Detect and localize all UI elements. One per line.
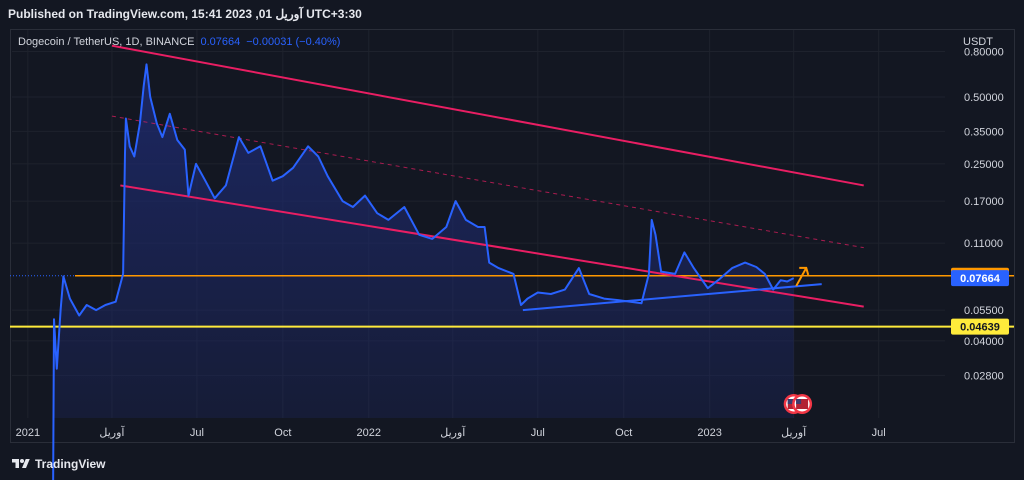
us-flag-canton bbox=[796, 399, 802, 404]
y-tick-label: 0.05500 bbox=[964, 305, 1004, 317]
published-info: Published on TradingView.com, 15:41 2023… bbox=[8, 7, 362, 21]
us-flag-canton bbox=[787, 399, 793, 404]
x-tick-label: Oct bbox=[274, 427, 291, 439]
x-tick-label: Jul bbox=[190, 427, 204, 439]
top-bar: Published on TradingView.com, 15:41 2023… bbox=[0, 0, 1024, 28]
y-tick-label: 0.04000 bbox=[964, 336, 1004, 348]
tradingview-logo-icon bbox=[12, 459, 30, 468]
x-tick-label: 2023 bbox=[697, 427, 721, 439]
x-tick-label: 2022 bbox=[357, 427, 381, 439]
price-label-text: 0.07664 bbox=[960, 273, 1001, 285]
x-tick-label: Jul bbox=[872, 427, 886, 439]
x-tick-label: آوریل bbox=[99, 426, 125, 439]
x-tick-label: Jul bbox=[531, 427, 545, 439]
x-tick-label: آوریل bbox=[781, 426, 807, 439]
arrow-head-icon bbox=[799, 266, 810, 276]
price-area-fill bbox=[53, 64, 794, 480]
us-flag-icon bbox=[796, 399, 809, 409]
y-tick-label: 0.25000 bbox=[964, 159, 1004, 171]
y-tick-label: 0.02800 bbox=[964, 370, 1004, 382]
arrow-up-icon bbox=[795, 267, 808, 287]
price-change: −0.00031 (−0.40%) bbox=[246, 36, 341, 48]
y-tick-label: 0.11000 bbox=[964, 238, 1003, 250]
last-price: 0.07664 bbox=[200, 36, 241, 48]
channel-lower-line bbox=[120, 184, 864, 308]
axis-unit-label: USDT bbox=[963, 36, 993, 48]
chart-legend: Dogecoin / TetherUS, 1D, BINANCE 0.07664−… bbox=[18, 36, 340, 48]
y-tick-label: 0.35000 bbox=[964, 126, 1004, 138]
footer: TradingView bbox=[10, 455, 105, 473]
x-tick-label: 2021 bbox=[16, 427, 40, 439]
x-tick-label: Oct bbox=[615, 427, 632, 439]
channel-upper-line bbox=[111, 44, 864, 187]
price-line bbox=[52, 63, 795, 480]
price-label-box bbox=[951, 270, 1009, 287]
brand-name: TradingView bbox=[35, 457, 106, 471]
price-label-text: 0.04639 bbox=[960, 322, 1000, 334]
y-tick-label: 0.50000 bbox=[964, 92, 1004, 104]
y-tick-label: 0.80000 bbox=[964, 47, 1004, 59]
y-tick-label: 0.17000 bbox=[964, 196, 1004, 208]
symbol-label[interactable]: Dogecoin / TetherUS, 1D, BINANCE bbox=[18, 36, 195, 48]
price-label-box bbox=[951, 318, 1009, 335]
x-tick-label: آوریل bbox=[440, 426, 466, 439]
